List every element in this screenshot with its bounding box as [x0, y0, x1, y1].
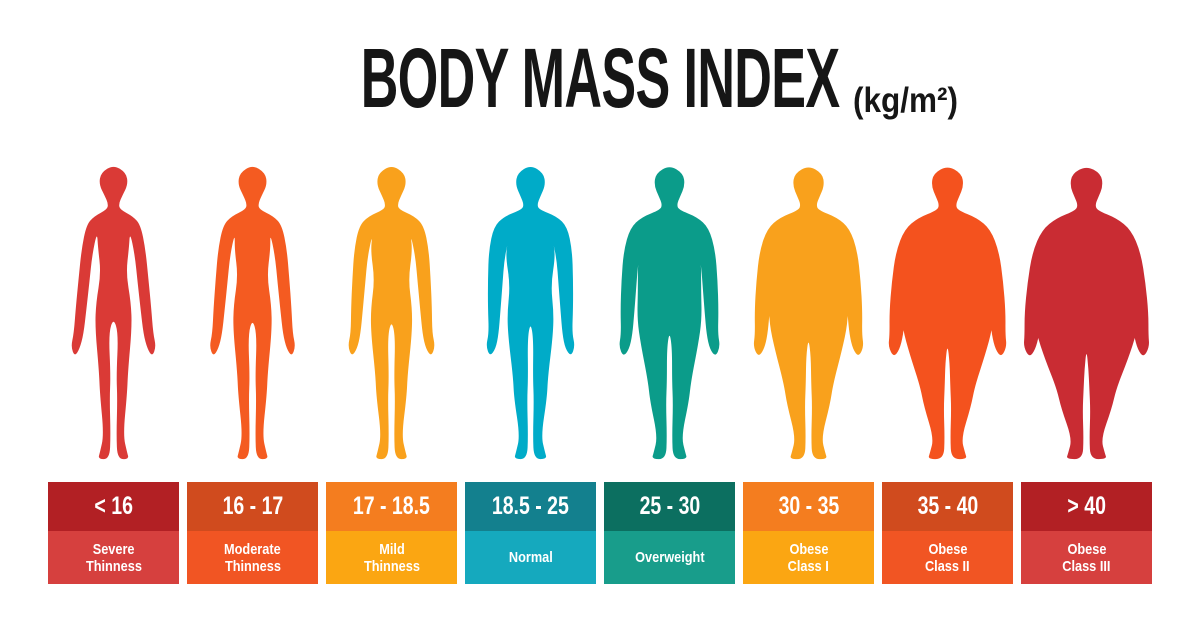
- bmi-category-label-line: Thinness: [363, 557, 420, 575]
- bmi-category-column-moderate-thinness: 16 - 17 Moderate Thinness: [187, 163, 318, 584]
- bmi-category-label: Obese Class II: [882, 531, 1013, 584]
- bmi-range-text: > 40: [1067, 492, 1106, 520]
- header: BODY MASS INDEX (kg/m²): [0, 0, 1200, 120]
- page-title-text: BODY MASS INDEX: [360, 31, 840, 125]
- bmi-category-column-normal: 18.5 - 25 Normal: [465, 163, 596, 584]
- bmi-category-label-line: Thinness: [224, 557, 281, 575]
- bmi-range: 17 - 18.5: [326, 482, 457, 531]
- bmi-category-label: Overweight: [604, 531, 735, 584]
- body-silhouette-obese-class-iii: [1024, 167, 1149, 460]
- bmi-category-label-line: Class II: [925, 557, 970, 575]
- bmi-range: > 40: [1021, 482, 1152, 531]
- bmi-category-label-line: Overweight: [634, 549, 705, 566]
- body-silhouette-normal: [486, 166, 575, 460]
- bmi-category-label-line: Class III: [1062, 557, 1111, 575]
- bmi-box-severe-thinness: < 16 Severe Thinness: [48, 482, 179, 584]
- bmi-box-overweight: 25 - 30 Overweight: [604, 482, 735, 584]
- bmi-category-label: Severe Thinness: [48, 531, 179, 584]
- bmi-box-obese-class-i: 30 - 35 Obese Class I: [743, 482, 874, 584]
- body-silhouette-moderate-thinness: [210, 166, 295, 460]
- bmi-range: < 16: [48, 482, 179, 531]
- bmi-range-text: 30 - 35: [778, 492, 839, 520]
- figure-wrap: [882, 163, 1013, 463]
- figure-wrap: [187, 163, 318, 463]
- figure-wrap: [465, 163, 596, 463]
- figure-wrap: [326, 163, 457, 463]
- bmi-category-label-line: Obese: [789, 540, 828, 558]
- figure-wrap: [48, 163, 179, 463]
- figure-wrap: [1021, 163, 1152, 463]
- bmi-category-label: Obese Class I: [743, 531, 874, 584]
- bmi-box-obese-class-iii: > 40 Obese Class III: [1021, 482, 1152, 584]
- bmi-category-column-obese-class-i: 30 - 35 Obese Class I: [743, 163, 874, 584]
- bmi-box-obese-class-ii: 35 - 40 Obese Class II: [882, 482, 1013, 584]
- bmi-category-column-overweight: 25 - 30 Overweight: [604, 163, 735, 584]
- bmi-range: 18.5 - 25: [465, 482, 596, 531]
- title-unit: (kg/m²): [853, 81, 958, 120]
- bmi-category-label-line: Mild: [378, 540, 405, 558]
- bmi-range: 30 - 35: [743, 482, 874, 531]
- bmi-category-label-line: Obese: [1067, 540, 1106, 558]
- bmi-category-label-line: Class I: [787, 557, 830, 575]
- bmi-category-label: Obese Class III: [1021, 531, 1152, 584]
- bmi-category-label: Moderate Thinness: [187, 531, 318, 584]
- bmi-range-text: 16 - 17: [222, 492, 283, 520]
- bmi-category-label-line: Thinness: [85, 557, 142, 575]
- bmi-range-text: 25 - 30: [639, 492, 700, 520]
- bmi-range: 16 - 17: [187, 482, 318, 531]
- bmi-category-column-obese-class-ii: 35 - 40 Obese Class II: [882, 163, 1013, 584]
- bmi-category-label-line: Normal: [508, 549, 553, 566]
- bmi-box-normal: 18.5 - 25 Normal: [465, 482, 596, 584]
- bmi-box-mild-thinness: 17 - 18.5 Mild Thinness: [326, 482, 457, 584]
- body-silhouette-severe-thinness: [71, 166, 156, 460]
- figure-wrap: [743, 163, 874, 463]
- bmi-range: 25 - 30: [604, 482, 735, 531]
- bmi-category-label: Mild Thinness: [326, 531, 457, 584]
- bmi-chart: < 16 Severe Thinness 16 - 17 Moderate Thinnes…: [48, 163, 1152, 584]
- bmi-range: 35 - 40: [882, 482, 1013, 531]
- bmi-category-label-line: Severe: [92, 540, 135, 558]
- bmi-category-label-line: Obese: [928, 540, 967, 558]
- body-silhouette-mild-thinness: [348, 166, 435, 460]
- bmi-category-label-line: Moderate: [224, 540, 281, 558]
- bmi-category-column-severe-thinness: < 16 Severe Thinness: [48, 163, 179, 584]
- page-title: BODY MASS INDEX (kg/m²): [355, 31, 958, 125]
- body-silhouette-overweight: [619, 167, 720, 460]
- bmi-category-label: Normal: [465, 531, 596, 584]
- body-silhouette-obese-class-i: [753, 167, 864, 460]
- bmi-range-text: 35 - 40: [917, 492, 978, 520]
- figure-wrap: [604, 163, 735, 463]
- bmi-box-moderate-thinness: 16 - 17 Moderate Thinness: [187, 482, 318, 584]
- body-silhouette-obese-class-ii: [888, 167, 1007, 460]
- bmi-range-text: < 16: [94, 492, 133, 520]
- bmi-category-column-mild-thinness: 17 - 18.5 Mild Thinness: [326, 163, 457, 584]
- bmi-range-text: 17 - 18.5: [353, 492, 430, 520]
- bmi-range-text: 18.5 - 25: [492, 492, 569, 520]
- bmi-category-column-obese-class-iii: > 40 Obese Class III: [1021, 163, 1152, 584]
